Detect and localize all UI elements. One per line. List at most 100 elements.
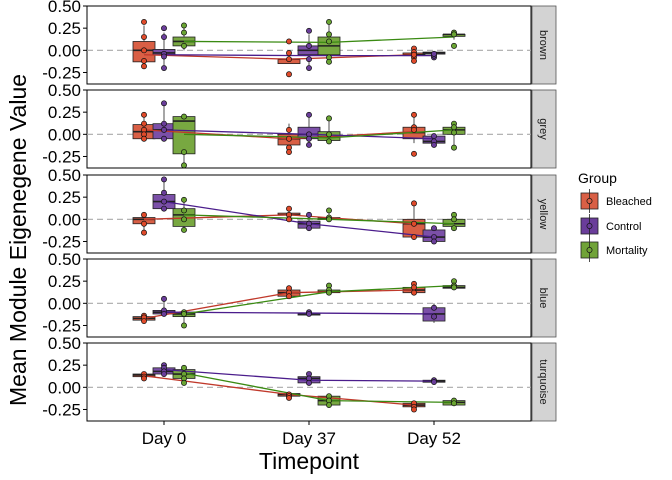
data-point xyxy=(451,42,457,49)
mean-line-mortality xyxy=(183,129,455,139)
facet-strip xyxy=(531,89,557,169)
data-point xyxy=(161,295,167,302)
legend-key-dot xyxy=(586,198,593,204)
facet-strip-label: turquoise xyxy=(537,359,549,404)
data-point xyxy=(411,289,417,296)
legend: Group Bleached Control Mortality xyxy=(578,170,652,262)
panel-frame xyxy=(86,258,532,338)
data-point xyxy=(286,293,292,300)
data-point xyxy=(181,29,187,36)
data-point xyxy=(326,216,332,223)
data-point xyxy=(161,189,167,196)
facet-panels: 0.50 0.25 0.00 -0.25 brown 0.50 0.25 0.00 -0.25 g… xyxy=(42,0,557,422)
data-point xyxy=(431,133,437,140)
data-point xyxy=(326,138,332,145)
y-tick-label: 0.00 xyxy=(48,210,81,229)
data-point xyxy=(141,19,147,25)
data-point xyxy=(141,229,147,236)
data-point xyxy=(286,216,292,223)
y-tick-label: 0.00 xyxy=(48,125,81,144)
data-point xyxy=(161,53,167,60)
data-point xyxy=(141,318,147,324)
data-point xyxy=(181,207,187,214)
data-point xyxy=(161,100,167,107)
data-point xyxy=(141,135,147,142)
data-point xyxy=(141,58,147,64)
data-point xyxy=(411,200,417,207)
data-point xyxy=(286,126,292,133)
data-point xyxy=(306,27,312,34)
data-point xyxy=(286,135,292,142)
data-point xyxy=(431,142,437,148)
facet-panel-grey: 0.50 0.25 0.00 -0.25 grey xyxy=(42,81,557,169)
data-point xyxy=(451,124,457,131)
data-point xyxy=(306,56,312,63)
x-axis-label: Timepoint xyxy=(259,448,360,474)
data-point xyxy=(141,34,147,40)
data-point xyxy=(286,71,292,78)
y-tick-label: -0.25 xyxy=(42,400,81,419)
data-point xyxy=(161,176,167,183)
facet-panel-yellow: 0.50 0.25 0.00 -0.25 yellow xyxy=(42,166,557,254)
y-tick-label: -0.25 xyxy=(42,316,81,335)
data-point xyxy=(181,22,187,29)
data-point xyxy=(181,113,187,120)
data-point xyxy=(411,284,417,291)
data-point xyxy=(181,322,187,329)
legend-label: Bleached xyxy=(606,196,652,208)
data-point xyxy=(161,135,167,142)
box-mortality xyxy=(172,116,196,155)
data-point xyxy=(411,111,417,118)
legend-label: Control xyxy=(606,221,641,233)
legend-title: Group xyxy=(578,170,617,186)
data-point xyxy=(161,65,167,71)
y-tick-label: 0.50 xyxy=(48,250,81,269)
facet-strip-label: blue xyxy=(537,288,549,309)
y-tick-label: 0.50 xyxy=(48,0,81,16)
data-point xyxy=(141,63,147,70)
data-point xyxy=(181,379,187,386)
data-point xyxy=(181,149,187,155)
data-point xyxy=(306,111,312,118)
facet-panel-blue: 0.50 0.25 0.00 -0.25 blue xyxy=(42,250,557,338)
data-point xyxy=(431,304,437,311)
y-tick-label: 0.00 xyxy=(48,41,81,60)
x-tick-label: Day 37 xyxy=(282,429,336,448)
legend-label: Mortality xyxy=(606,245,648,257)
y-tick-label: 0.50 xyxy=(48,166,81,185)
data-point xyxy=(326,19,332,25)
data-point xyxy=(431,238,437,245)
y-tick-label: 0.25 xyxy=(48,19,81,38)
y-tick-label: 0.00 xyxy=(48,294,81,313)
data-point xyxy=(161,25,167,32)
data-point xyxy=(411,126,417,133)
facet-panel-brown: 0.50 0.25 0.00 -0.25 brown xyxy=(42,0,557,85)
data-point xyxy=(306,42,312,49)
data-point xyxy=(181,196,187,203)
data-point xyxy=(181,42,187,49)
data-point xyxy=(306,379,312,386)
y-tick-label: 0.25 xyxy=(48,272,81,291)
data-point xyxy=(326,402,332,408)
data-point xyxy=(161,198,167,205)
data-point xyxy=(326,289,332,296)
x-axis: Day 0 Day 37 Day 52 xyxy=(142,421,461,448)
data-point xyxy=(141,375,147,382)
data-point xyxy=(411,150,417,157)
facet-strip xyxy=(531,5,557,85)
data-point xyxy=(161,205,167,212)
data-point xyxy=(141,211,147,218)
y-tick-label: 0.00 xyxy=(48,378,81,397)
data-point xyxy=(431,50,437,57)
data-point xyxy=(141,47,147,54)
data-point xyxy=(431,225,437,232)
data-point xyxy=(411,220,417,227)
data-point xyxy=(306,65,312,71)
facet-panel-turquoise: 0.50 0.25 0.00 -0.25 turquoise xyxy=(42,334,557,422)
data-point xyxy=(286,205,292,212)
data-point xyxy=(161,311,167,317)
data-point xyxy=(451,400,457,407)
facet-strip xyxy=(531,174,557,254)
mean-line-control xyxy=(163,54,434,57)
data-point xyxy=(306,135,312,142)
